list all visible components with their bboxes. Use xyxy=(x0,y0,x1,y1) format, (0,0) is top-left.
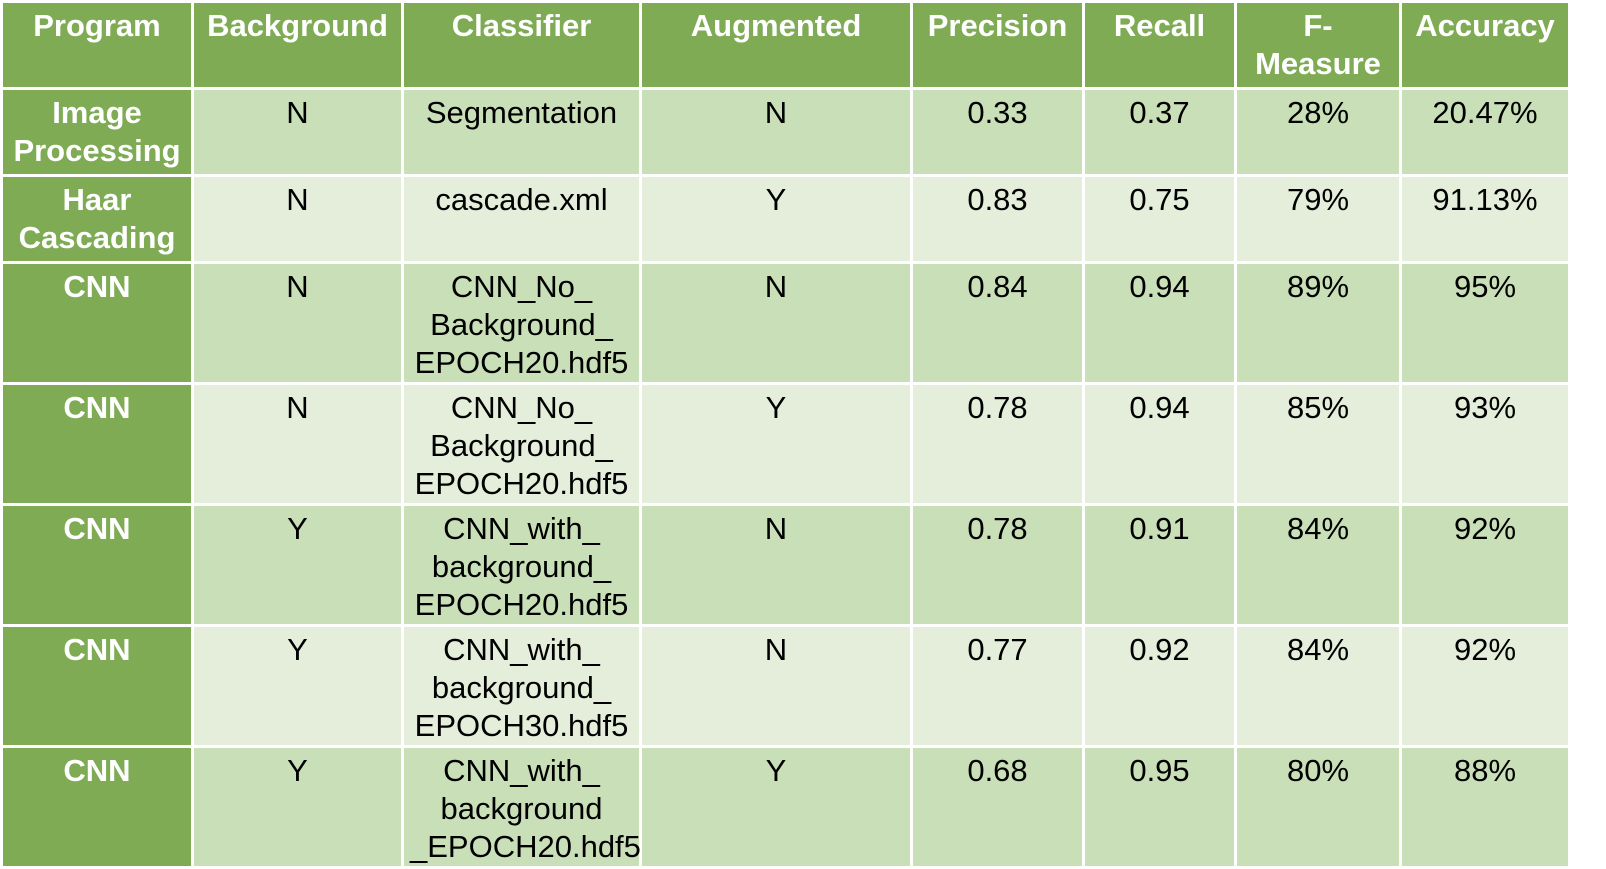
table-row: CNN Y CNN_with_ background_ EPOCH30.hdf5… xyxy=(0,624,1571,748)
table-row: CNN N CNN_No_ Background_ EPOCH20.hdf5 N… xyxy=(0,261,1571,385)
cell-classifier: CNN_with_ background_ EPOCH30.hdf5 xyxy=(401,624,642,748)
cell-accuracy: 92% xyxy=(1399,503,1571,627)
header-classifier: Classifier xyxy=(401,0,642,90)
cell-precision: 0.84 xyxy=(910,261,1085,385)
cell-augmented: N xyxy=(639,503,913,627)
cell-accuracy: 20.47% xyxy=(1399,87,1571,177)
cell-program: Haar Cascading xyxy=(0,174,194,264)
cell-augmented: N xyxy=(639,261,913,385)
header-background: Background xyxy=(191,0,404,90)
header-f-measure: F- Measure xyxy=(1234,0,1402,90)
cell-background: N xyxy=(191,87,404,177)
cell-precision: 0.78 xyxy=(910,503,1085,627)
cell-program: CNN xyxy=(0,503,194,627)
cell-background: N xyxy=(191,174,404,264)
cell-accuracy: 91.13% xyxy=(1399,174,1571,264)
cell-f-measure: 80% xyxy=(1234,745,1402,869)
cell-background: Y xyxy=(191,503,404,627)
cell-augmented: Y xyxy=(639,382,913,506)
header-program: Program xyxy=(0,0,194,90)
cell-f-measure: 28% xyxy=(1234,87,1402,177)
cell-augmented: N xyxy=(639,87,913,177)
table-row: CNN Y CNN_with_ background _EPOCH20.hdf5… xyxy=(0,745,1571,869)
cell-f-measure: 84% xyxy=(1234,624,1402,748)
header-recall: Recall xyxy=(1082,0,1237,90)
results-table: Program Background Classifier Augmented … xyxy=(0,0,1571,869)
table-row: CNN N CNN_No_ Background_ EPOCH20.hdf5 Y… xyxy=(0,382,1571,506)
header-accuracy: Accuracy xyxy=(1399,0,1571,90)
cell-program: CNN xyxy=(0,624,194,748)
cell-recall: 0.37 xyxy=(1082,87,1237,177)
cell-classifier: CNN_with_ background _EPOCH20.hdf5 xyxy=(401,745,642,869)
cell-f-measure: 85% xyxy=(1234,382,1402,506)
cell-f-measure: 84% xyxy=(1234,503,1402,627)
cell-background: Y xyxy=(191,745,404,869)
cell-background: Y xyxy=(191,624,404,748)
cell-accuracy: 92% xyxy=(1399,624,1571,748)
cell-classifier: CNN_No_ Background_ EPOCH20.hdf5 xyxy=(401,261,642,385)
cell-classifier: CNN_with_ background_ EPOCH20.hdf5 xyxy=(401,503,642,627)
cell-program: CNN xyxy=(0,382,194,506)
cell-accuracy: 88% xyxy=(1399,745,1571,869)
cell-augmented: Y xyxy=(639,745,913,869)
cell-recall: 0.91 xyxy=(1082,503,1237,627)
cell-classifier: cascade.xml xyxy=(401,174,642,264)
cell-precision: 0.83 xyxy=(910,174,1085,264)
cell-recall: 0.94 xyxy=(1082,382,1237,506)
cell-background: N xyxy=(191,261,404,385)
cell-classifier: CNN_No_ Background_ EPOCH20.hdf5 xyxy=(401,382,642,506)
cell-precision: 0.33 xyxy=(910,87,1085,177)
cell-recall: 0.94 xyxy=(1082,261,1237,385)
cell-program: Image Processing xyxy=(0,87,194,177)
cell-recall: 0.75 xyxy=(1082,174,1237,264)
header-augmented: Augmented xyxy=(639,0,913,90)
cell-f-measure: 79% xyxy=(1234,174,1402,264)
cell-precision: 0.77 xyxy=(910,624,1085,748)
cell-program: CNN xyxy=(0,745,194,869)
cell-precision: 0.78 xyxy=(910,382,1085,506)
cell-background: N xyxy=(191,382,404,506)
cell-recall: 0.92 xyxy=(1082,624,1237,748)
cell-recall: 0.95 xyxy=(1082,745,1237,869)
cell-augmented: Y xyxy=(639,174,913,264)
cell-program: CNN xyxy=(0,261,194,385)
cell-accuracy: 93% xyxy=(1399,382,1571,506)
header-row: Program Background Classifier Augmented … xyxy=(0,0,1571,90)
cell-classifier: Segmentation xyxy=(401,87,642,177)
header-precision: Precision xyxy=(910,0,1085,90)
table-row: Image Processing N Segmentation N 0.33 0… xyxy=(0,87,1571,177)
table-row: CNN Y CNN_with_ background_ EPOCH20.hdf5… xyxy=(0,503,1571,627)
table-row: Haar Cascading N cascade.xml Y 0.83 0.75… xyxy=(0,174,1571,264)
cell-precision: 0.68 xyxy=(910,745,1085,869)
cell-accuracy: 95% xyxy=(1399,261,1571,385)
cell-augmented: N xyxy=(639,624,913,748)
cell-f-measure: 89% xyxy=(1234,261,1402,385)
